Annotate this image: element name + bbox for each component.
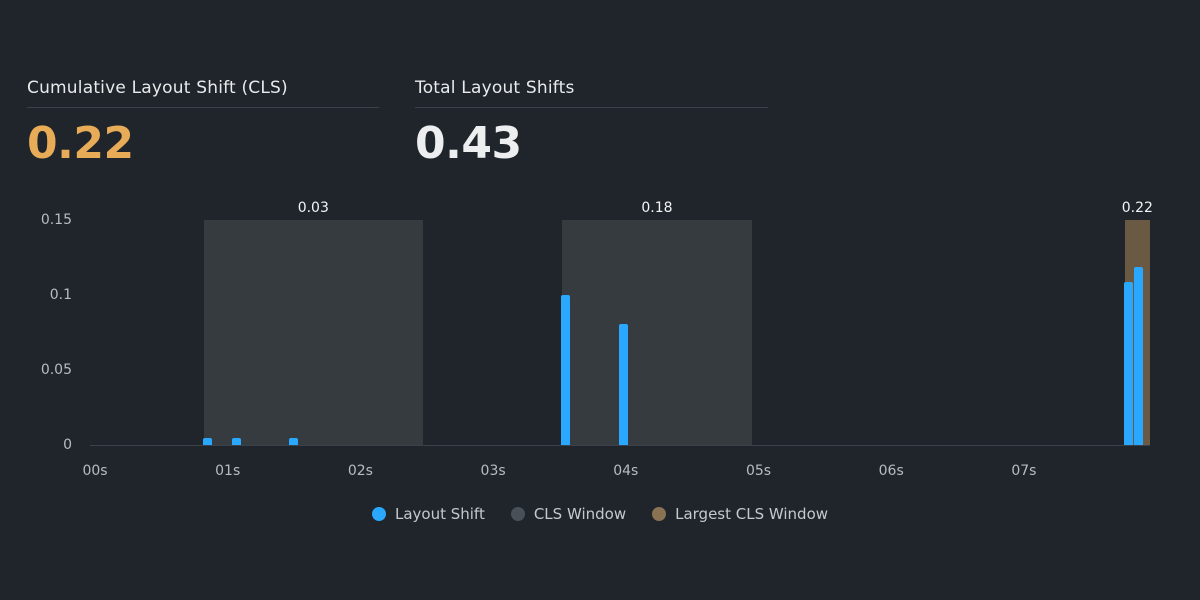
cls-window-value-label: 0.22 — [1121, 200, 1153, 216]
divider — [27, 107, 379, 108]
x-tick-label: 07s — [1011, 463, 1037, 479]
layout-shift-bar[interactable] — [289, 437, 299, 445]
chart-legend: Layout Shift CLS Window Largest CLS Wind… — [0, 505, 1200, 523]
layout-shift-bar[interactable] — [232, 437, 241, 445]
cls-metric: Cumulative Layout Shift (CLS) 0.22 — [27, 76, 379, 170]
layout-shift-bar[interactable] — [202, 437, 212, 445]
legend-item-largest-cls-window[interactable]: Largest CLS Window — [652, 505, 828, 523]
cls-window-swatch-icon — [510, 507, 525, 521]
cls-metric-value: 0.22 — [27, 118, 134, 169]
legend-label: Largest CLS Window — [675, 505, 829, 523]
divider — [415, 107, 768, 108]
layout-shift-bar[interactable] — [1134, 266, 1144, 445]
y-tick-label: 0.1 — [49, 287, 72, 303]
largest-cls-window-swatch-icon — [652, 507, 667, 521]
layout-shift-bar[interactable] — [561, 295, 571, 445]
layout-shift-bar[interactable] — [619, 323, 629, 445]
cls-metric-label: Cumulative Layout Shift (CLS) — [27, 78, 288, 98]
x-tick-label: 02s — [347, 463, 373, 479]
cls-window[interactable] — [562, 220, 752, 445]
y-tick-label: 0.05 — [40, 362, 72, 378]
legend-item-layout-shift[interactable]: Layout Shift — [371, 505, 485, 523]
layout-shift-swatch-icon — [371, 507, 386, 521]
x-tick-label: 01s — [215, 463, 241, 479]
y-tick-label: 0.15 — [40, 212, 72, 228]
cls-window[interactable] — [203, 220, 423, 445]
x-tick-label: 06s — [878, 463, 904, 479]
x-tick-label: 05s — [745, 463, 772, 479]
cls-window-value-label: 0.18 — [641, 200, 673, 216]
total-layout-shifts-metric: Total Layout Shifts 0.43 — [415, 76, 768, 170]
legend-item-cls-window[interactable]: CLS Window — [510, 505, 627, 523]
x-axis-baseline — [90, 445, 1150, 446]
x-tick-label: 04s — [613, 463, 639, 479]
layout-shift-bar[interactable] — [1123, 281, 1133, 445]
legend-label: Layout Shift — [394, 505, 485, 523]
total-layout-shifts-value: 0.43 — [415, 118, 522, 169]
y-tick-label: 0 — [63, 437, 72, 453]
x-tick-label: 00s — [82, 463, 108, 479]
x-tick-label: 03s — [480, 463, 506, 479]
cls-window-value-label: 0.03 — [297, 200, 329, 216]
total-layout-shifts-label: Total Layout Shifts — [415, 78, 575, 98]
legend-label: CLS Window — [533, 505, 627, 523]
